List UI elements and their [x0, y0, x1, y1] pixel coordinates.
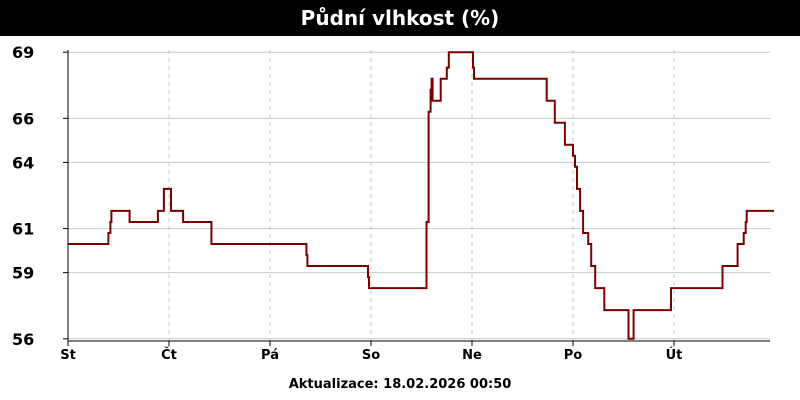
chart-title: Půdní vlhkost (%)	[0, 0, 800, 36]
series-line-soil-moisture	[68, 51, 774, 340]
soil-moisture-chart: 56 59 61 64 66 69 St Čt Pá So Ne Po Út	[12, 43, 774, 363]
y-tick-label: 69	[12, 43, 34, 62]
y-tick-label: 66	[12, 109, 34, 128]
y-ticks: 56 59 61 64 66 69	[12, 43, 68, 349]
grid	[68, 50, 770, 341]
x-tick-label: St	[60, 348, 76, 363]
x-tick-label: Út	[666, 347, 683, 363]
y-tick-label: 61	[12, 220, 34, 239]
y-tick-label: 56	[12, 330, 34, 349]
x-tick-label: Po	[564, 348, 583, 363]
axes	[67, 50, 770, 342]
x-tick-label: Pá	[261, 348, 279, 363]
x-tick-label: Ne	[462, 348, 482, 363]
x-ticks: St Čt Pá So Ne Po Út	[60, 341, 682, 363]
update-timestamp: Aktualizace: 18.02.2026 00:50	[288, 377, 512, 392]
y-tick-label: 64	[12, 153, 34, 172]
x-tick-label: Čt	[161, 347, 177, 363]
x-tick-label: So	[362, 348, 380, 363]
y-tick-label: 59	[12, 264, 34, 283]
